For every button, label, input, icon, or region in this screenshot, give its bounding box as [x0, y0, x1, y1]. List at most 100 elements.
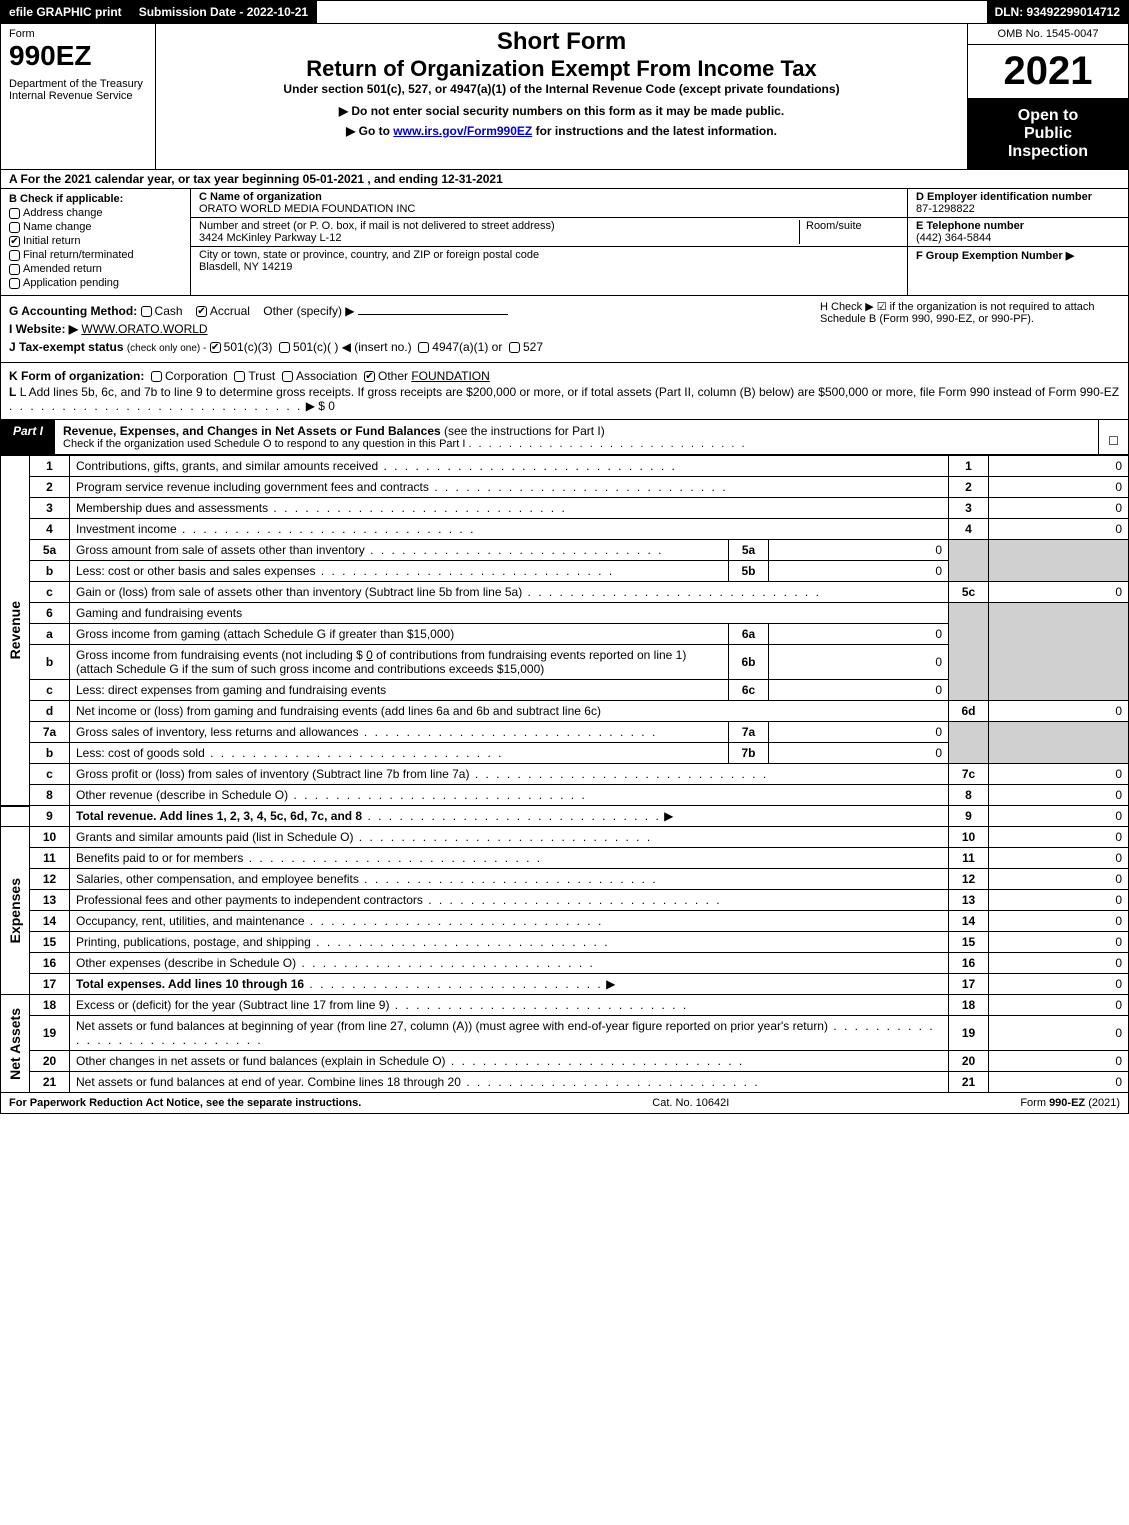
footer-left: For Paperwork Reduction Act Notice, see …: [9, 1097, 361, 1109]
line-14-rnum: 14: [949, 911, 989, 932]
row-a-period: A For the 2021 calendar year, or tax yea…: [0, 170, 1129, 189]
phone-block: E Telephone number (442) 364-5844: [908, 218, 1128, 247]
l-amount: ▶ $ 0: [306, 399, 335, 413]
line-5a-num: 5a: [30, 540, 70, 561]
bcd-section: B Check if applicable: Address change Na…: [0, 189, 1129, 296]
part-1-title: Revenue, Expenses, and Changes in Net As…: [55, 420, 1098, 454]
line-11-desc: Benefits paid to or for members: [70, 848, 949, 869]
line-1-num: 1: [30, 456, 70, 477]
line-5c-amt: 0: [989, 582, 1129, 603]
line-3-num: 3: [30, 498, 70, 519]
line-9-amt: 0: [989, 806, 1129, 827]
line-7c-rnum: 7c: [949, 764, 989, 785]
chk-accrual[interactable]: [196, 306, 207, 317]
city-block: City or town, state or province, country…: [191, 247, 907, 275]
line-10-desc: Grants and similar amounts paid (list in…: [70, 827, 949, 848]
chk-address-change[interactable]: Address change: [9, 207, 182, 219]
chk-initial-return[interactable]: Initial return: [9, 235, 182, 247]
chk-501c[interactable]: [279, 342, 290, 353]
line-5c-num: c: [30, 582, 70, 603]
line-16: 16 Other expenses (describe in Schedule …: [1, 953, 1129, 974]
ein-value: 87-1298822: [916, 203, 975, 215]
website-value: WWW.ORATO.WORLD: [81, 322, 207, 336]
chk-application-pending[interactable]: Application pending: [9, 277, 182, 289]
chk-amended-return[interactable]: Amended return: [9, 263, 182, 275]
form-label: Form: [9, 28, 147, 40]
part-1-checkbox[interactable]: ☐: [1098, 420, 1128, 454]
line-2-amt: 0: [989, 477, 1129, 498]
department-label: Department of the Treasury Internal Reve…: [9, 78, 147, 102]
line-14-num: 14: [30, 911, 70, 932]
line-9: 9 Total revenue. Add lines 1, 2, 3, 4, 5…: [1, 806, 1129, 827]
irs-link[interactable]: www.irs.gov/Form990EZ: [393, 124, 532, 138]
chk-name-change-label: Name change: [23, 221, 92, 233]
line-7a-desc: Gross sales of inventory, less returns a…: [70, 722, 729, 743]
top-bar: efile GRAPHIC print Submission Date - 20…: [0, 0, 1129, 24]
chk-trust[interactable]: [234, 371, 245, 382]
footer-cat-no: Cat. No. 10642I: [652, 1097, 729, 1109]
goto-prefix: ▶ Go to: [346, 124, 393, 138]
line-7ab-shade-amt: [989, 722, 1129, 764]
line-11-rnum: 11: [949, 848, 989, 869]
lines-table: Revenue 1 Contributions, gifts, grants, …: [0, 455, 1129, 1093]
part-1-check-label: Check if the organization used Schedule …: [63, 438, 465, 450]
line-21: 21 Net assets or fund balances at end of…: [1, 1072, 1129, 1093]
line-3-rnum: 3: [949, 498, 989, 519]
line-7c-num: c: [30, 764, 70, 785]
chk-assoc[interactable]: [282, 371, 293, 382]
line-5b-desc: Less: cost or other basis and sales expe…: [70, 561, 729, 582]
line-14-desc: Occupancy, rent, utilities, and maintena…: [70, 911, 949, 932]
line-6: 6 Gaming and fundraising events: [1, 603, 1129, 624]
group-block: F Group Exemption Number ▶: [908, 247, 1128, 264]
phone-label: E Telephone number: [916, 220, 1120, 232]
line-4-amt: 0: [989, 519, 1129, 540]
line-9-desc: Total revenue. Add lines 1, 2, 3, 4, 5c,…: [70, 806, 949, 827]
side-9: [1, 806, 30, 827]
omb-number: OMB No. 1545-0047: [968, 24, 1128, 45]
k-corp: Corporation: [165, 369, 228, 383]
chk-501c3[interactable]: [210, 342, 221, 353]
line-16-amt: 0: [989, 953, 1129, 974]
form-header: Form 990EZ Department of the Treasury In…: [0, 24, 1129, 170]
street-value: 3424 McKinley Parkway L-12: [199, 232, 341, 244]
line-11-amt: 0: [989, 848, 1129, 869]
goto-suffix: for instructions and the latest informat…: [536, 124, 777, 138]
line-6d-desc: Net income or (loss) from gaming and fun…: [70, 701, 949, 722]
j-501c: 501(c)( ) ◀ (insert no.): [293, 340, 412, 354]
line-21-rnum: 21: [949, 1072, 989, 1093]
line-9-num: 9: [30, 806, 70, 827]
line-12-amt: 0: [989, 869, 1129, 890]
room-label: Room/suite: [806, 220, 862, 232]
phone-value: (442) 364-5844: [916, 232, 991, 244]
line-10-rnum: 10: [949, 827, 989, 848]
g-other: Other (specify) ▶: [263, 304, 354, 318]
ein-label: D Employer identification number: [916, 191, 1120, 203]
row-l: L L Add lines 5b, 6c, and 7b to line 9 t…: [9, 385, 1120, 413]
city-label: City or town, state or province, country…: [199, 249, 539, 261]
chk-corp[interactable]: [151, 371, 162, 382]
chk-4947[interactable]: [418, 342, 429, 353]
line-13-num: 13: [30, 890, 70, 911]
chk-cash[interactable]: [141, 306, 152, 317]
side-expenses: Expenses: [1, 827, 30, 995]
line-17-amt: 0: [989, 974, 1129, 995]
row-k: K Form of organization: Corporation Trus…: [9, 369, 1120, 383]
goto-line: ▶ Go to www.irs.gov/Form990EZ for instru…: [164, 124, 959, 138]
chk-name-change[interactable]: Name change: [9, 221, 182, 233]
chk-527[interactable]: [509, 342, 520, 353]
line-3-amt: 0: [989, 498, 1129, 519]
l-text: L Add lines 5b, 6c, and 7b to line 9 to …: [20, 385, 1119, 399]
column-d: D Employer identification number 87-1298…: [908, 189, 1128, 295]
line-6b-num: b: [30, 645, 70, 680]
line-6b-desc: Gross income from fundraising events (no…: [70, 645, 729, 680]
line-6c-subnum: 6c: [729, 680, 769, 701]
line-7b-subval: 0: [769, 743, 949, 764]
j-527: 527: [523, 340, 543, 354]
chk-final-return[interactable]: Final return/terminated: [9, 249, 182, 261]
chk-other-org[interactable]: [364, 371, 375, 382]
line-6c-subval: 0: [769, 680, 949, 701]
line-7a-subval: 0: [769, 722, 949, 743]
street-block: Number and street (or P. O. box, if mail…: [191, 218, 907, 247]
open-line-1: Open to: [972, 107, 1124, 125]
g-other-input[interactable]: [358, 314, 508, 315]
